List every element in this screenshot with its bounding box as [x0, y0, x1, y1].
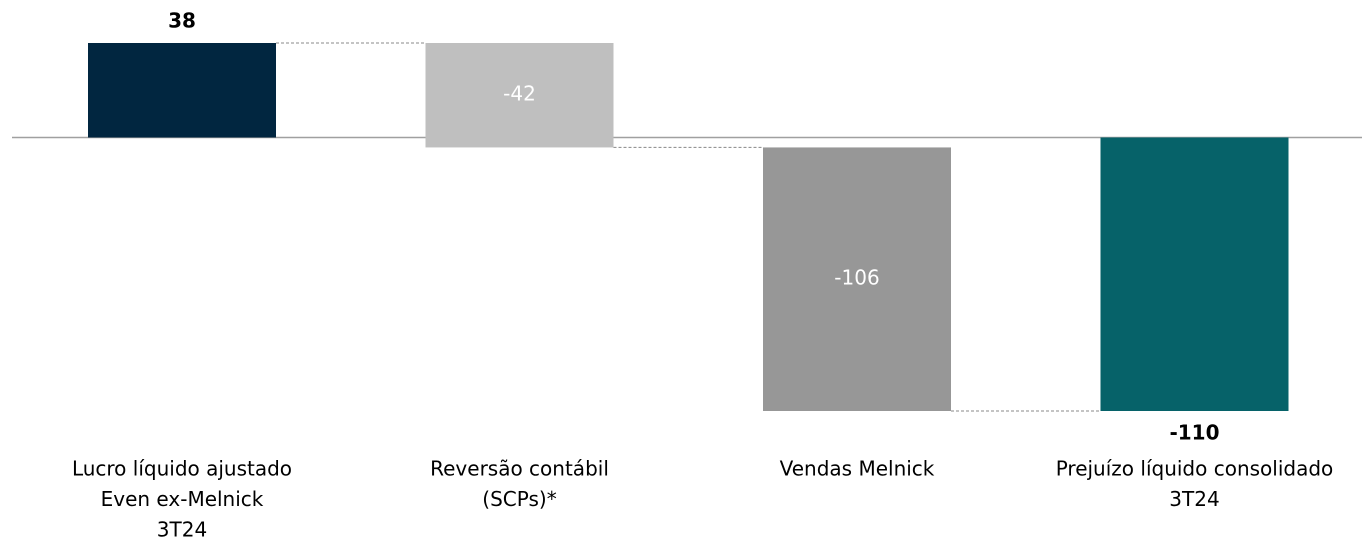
bar [1100, 137, 1289, 411]
bar [88, 43, 276, 138]
bar [763, 147, 951, 411]
value-label: 38 [168, 9, 196, 33]
x-tick-label: Reversão contábil [430, 457, 609, 481]
x-tick-label: Vendas Melnick [780, 457, 935, 481]
x-tick-label: (SCPs)* [482, 487, 556, 511]
x-tick-label: 3T24 [1169, 487, 1219, 511]
x-tick-label: 3T24 [157, 518, 207, 542]
value-label: -110 [1169, 421, 1219, 445]
bar [425, 43, 614, 148]
x-tick-label: Prejuízo líquido consolidado [1056, 457, 1334, 481]
value-label: -42 [503, 82, 536, 106]
x-tick-label: Even ex-Melnick [101, 487, 264, 511]
value-label: -106 [834, 266, 879, 290]
x-tick-label: Lucro líquido ajustado [72, 457, 292, 481]
